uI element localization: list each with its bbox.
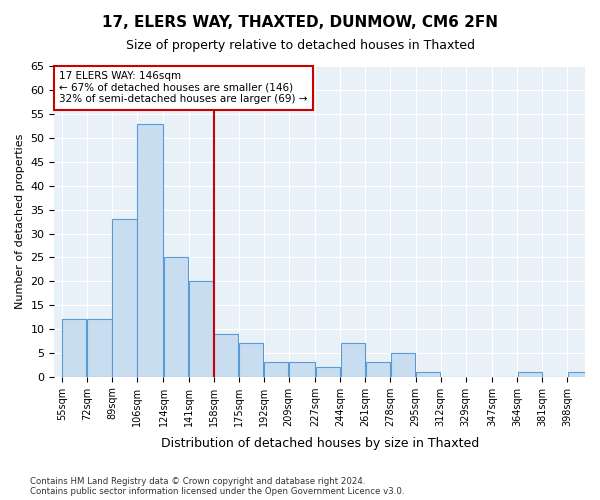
X-axis label: Distribution of detached houses by size in Thaxted: Distribution of detached houses by size …: [161, 437, 479, 450]
Text: Contains HM Land Registry data © Crown copyright and database right 2024.: Contains HM Land Registry data © Crown c…: [30, 477, 365, 486]
Bar: [316, 367, 340, 376]
Bar: [416, 372, 440, 376]
Bar: [518, 372, 542, 376]
Bar: [568, 372, 592, 376]
Bar: [341, 344, 365, 376]
Bar: [189, 281, 213, 376]
Bar: [164, 258, 188, 376]
Bar: [391, 353, 415, 376]
Bar: [264, 362, 289, 376]
Bar: [239, 344, 263, 376]
Text: 17, ELERS WAY, THAXTED, DUNMOW, CM6 2FN: 17, ELERS WAY, THAXTED, DUNMOW, CM6 2FN: [102, 15, 498, 30]
Text: Contains public sector information licensed under the Open Government Licence v3: Contains public sector information licen…: [30, 487, 404, 496]
Bar: [87, 320, 112, 376]
Y-axis label: Number of detached properties: Number of detached properties: [15, 134, 25, 310]
Bar: [289, 362, 315, 376]
Text: Size of property relative to detached houses in Thaxted: Size of property relative to detached ho…: [125, 39, 475, 52]
Bar: [137, 124, 163, 376]
Bar: [214, 334, 238, 376]
Bar: [62, 320, 86, 376]
Bar: [366, 362, 390, 376]
Bar: [112, 219, 137, 376]
Text: 17 ELERS WAY: 146sqm
← 67% of detached houses are smaller (146)
32% of semi-deta: 17 ELERS WAY: 146sqm ← 67% of detached h…: [59, 72, 307, 104]
